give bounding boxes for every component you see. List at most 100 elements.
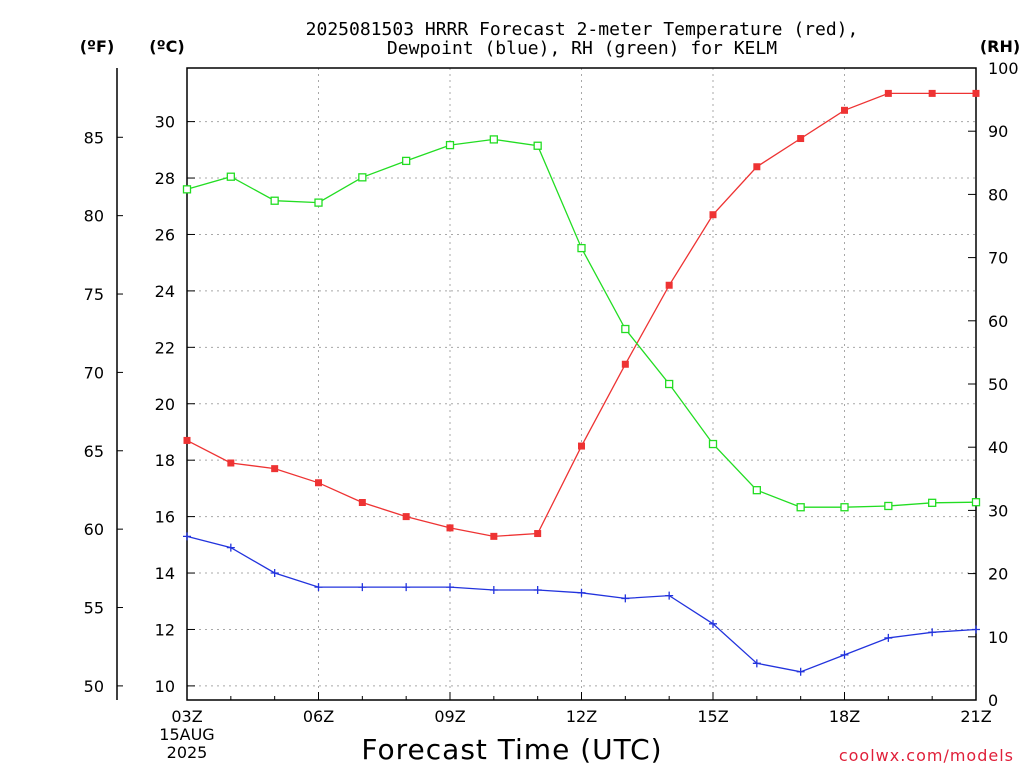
fahrenheit-tick-label: 70 — [84, 363, 104, 382]
fahrenheit-tick-label: 85 — [84, 128, 104, 147]
data-series — [182, 89, 981, 676]
dewpoint-point — [314, 583, 323, 592]
temperature-point — [534, 530, 542, 538]
x-tick-label: 18Z — [829, 707, 860, 726]
dewpoint-point — [840, 650, 849, 659]
temperature-point — [928, 89, 936, 97]
temperature-point — [402, 513, 410, 521]
rh-tick-label: 30 — [988, 501, 1008, 520]
dewpoint-point — [489, 585, 498, 594]
celsius-tick-label: 10 — [155, 677, 175, 696]
plot-frame — [186, 67, 977, 701]
x-tick-label: 15Z — [697, 707, 728, 726]
dewpoint-point — [665, 591, 674, 600]
rh-tick-label: 70 — [988, 249, 1008, 268]
rh-point — [840, 503, 849, 512]
rh-point — [971, 498, 981, 507]
dewpoint-point — [183, 532, 191, 541]
dewpoint-point — [402, 583, 411, 592]
chart-title-line1: 2025081503 HRRR Forecast 2-meter Tempera… — [306, 19, 859, 40]
dewpoint-point — [621, 594, 630, 603]
rh-point — [533, 141, 542, 150]
rh-point — [796, 503, 805, 512]
temperature-point — [358, 499, 366, 506]
chart-title-line2: Dewpoint (blue), RH (green) for KELM — [387, 38, 777, 59]
fahrenheit-tick-label: 75 — [84, 285, 104, 304]
temperature-point — [709, 211, 717, 219]
rh-tick-label: 80 — [988, 185, 1008, 204]
rh-point — [621, 324, 630, 334]
temperature-point — [271, 465, 279, 473]
fahrenheit-tick-label: 60 — [84, 520, 104, 539]
temperature-point — [841, 106, 848, 114]
dewpoint-point — [884, 633, 893, 642]
celsius-tick-label: 28 — [155, 169, 175, 188]
rh-point — [577, 243, 586, 253]
fahrenheit-unit-label: (ºF) — [80, 37, 115, 56]
dewpoint-point — [270, 569, 279, 578]
temperature-point — [665, 281, 673, 289]
temperature-point — [753, 163, 761, 171]
temperature-point — [183, 436, 191, 444]
axes — [116, 67, 977, 701]
temperature-point — [621, 360, 629, 368]
temperature-point — [797, 135, 805, 143]
rh-point — [314, 198, 323, 207]
dewpoint-point — [752, 659, 761, 668]
temperature-point — [227, 459, 235, 467]
fahrenheit-tick-label: 80 — [84, 207, 104, 226]
x-axis-label: Forecast Time (UTC) — [361, 733, 662, 766]
x-tick-label: 09Z — [434, 707, 465, 726]
celsius-tick-label: 22 — [155, 338, 175, 357]
rh-point — [928, 498, 937, 507]
dewpoint-point — [928, 628, 937, 637]
rh-tick-label: 40 — [988, 438, 1008, 457]
rh-point — [226, 172, 235, 181]
temperature-point — [446, 524, 454, 532]
rh-point — [884, 501, 893, 511]
fahrenheit-tick-label: 50 — [84, 677, 104, 696]
dewpoint-point — [972, 625, 980, 634]
x-tick-label: 03Z — [171, 707, 202, 726]
rh-tick-label: 0 — [988, 691, 998, 710]
temperature-point — [884, 89, 892, 97]
x-tick-label: 12Z — [566, 707, 597, 726]
fahrenheit-tick-label: 55 — [84, 599, 104, 618]
celsius-unit-label: (ºC) — [149, 37, 184, 56]
tick-labels: 10 12 14 16 18 20 22 24 26 28 30 50 55 60 65 70 75 80 85 0 1… — [84, 59, 1019, 726]
dewpoint-point — [577, 588, 586, 597]
credit-text: coolwx.com/models — [839, 746, 1014, 765]
dewpoint-point — [226, 543, 235, 552]
celsius-tick-label: 26 — [155, 225, 175, 244]
temperature-point — [490, 532, 498, 540]
rh-point — [445, 140, 455, 150]
rh-point — [708, 439, 718, 449]
temperature-point — [578, 442, 585, 450]
date-label-year: 2025 — [167, 743, 208, 762]
dewpoint-point — [533, 585, 542, 594]
rh-point — [665, 379, 674, 389]
dewpoint-point — [358, 583, 367, 592]
celsius-tick-label: 24 — [155, 282, 175, 301]
rh-point — [402, 156, 411, 166]
celsius-tick-label: 30 — [155, 113, 175, 132]
rh-tick-label: 100 — [988, 59, 1019, 78]
rh-tick-label: 60 — [988, 312, 1008, 331]
x-tick-label: 21Z — [960, 707, 991, 726]
rh-point — [752, 486, 761, 495]
date-label-day: 15AUG — [159, 725, 214, 744]
celsius-tick-label: 14 — [155, 564, 175, 583]
rh-point — [270, 196, 279, 205]
rh-point — [182, 185, 192, 194]
celsius-tick-label: 18 — [155, 451, 175, 470]
rh-point — [489, 135, 498, 144]
grid-lines — [187, 68, 976, 700]
rh-tick-label: 50 — [988, 375, 1008, 394]
celsius-tick-label: 16 — [155, 508, 175, 527]
dewpoint-point — [709, 619, 717, 628]
rh-tick-label: 90 — [988, 122, 1008, 141]
dewpoint-point — [796, 667, 805, 676]
dewpoint-point — [446, 583, 454, 592]
temperature-point — [972, 89, 980, 97]
